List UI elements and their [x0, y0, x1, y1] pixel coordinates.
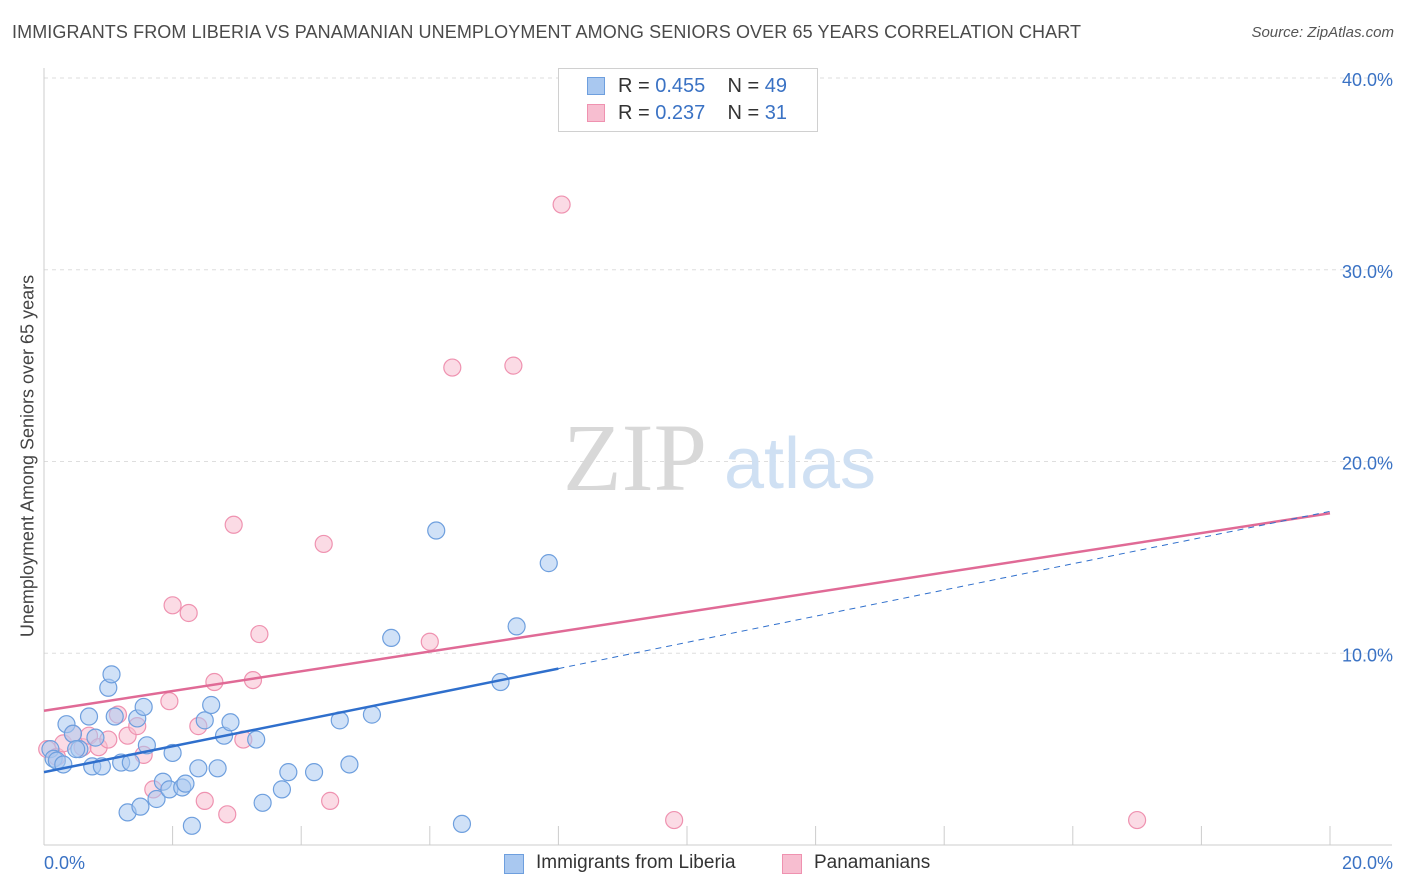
data-point-panamanians [250, 624, 269, 644]
data-point-liberia [208, 759, 227, 778]
data-point-liberia [247, 730, 266, 749]
data-point-panamanians [163, 596, 182, 615]
grid-lines [44, 77, 1392, 654]
data-point-liberia [202, 695, 221, 715]
data-point-liberia [79, 707, 99, 726]
correlation-legend: R = 0.455 N = 49 R = 0.237 N = 31 [558, 68, 818, 132]
legend-r-label: R = [618, 102, 650, 124]
trend-line-panamanians [43, 512, 1331, 713]
x-tick-label-min: 0.0% [44, 853, 85, 873]
data-point-liberia [105, 707, 124, 726]
data-point-liberia [362, 705, 382, 724]
data-point-panamanians [321, 791, 340, 810]
legend-n-value: 49 [764, 75, 788, 97]
source-label: Source: ZipAtlas.com [1251, 24, 1394, 41]
y-axis-label: Unemployment Among Seniors over 65 years [17, 274, 38, 638]
data-point-liberia [182, 816, 201, 835]
y-tick-label: 40.0% [1342, 70, 1393, 90]
legend-r-value: 0.455 [655, 75, 706, 97]
data-point-liberia [63, 724, 83, 743]
data-point-liberia [507, 617, 526, 636]
data-point-panamanians [205, 672, 224, 692]
data-point-liberia [452, 814, 472, 834]
legend-swatch-blue [587, 77, 605, 95]
data-point-liberia [176, 774, 195, 793]
data-point-liberia [304, 763, 324, 782]
data-point-panamanians [314, 534, 333, 554]
data-point-liberia [539, 554, 558, 573]
legend-n-value: 31 [764, 102, 788, 124]
tick-labels: 10.0% 20.0% 30.0% 40.0% 0.0% 20.0% [44, 70, 1393, 873]
data-point-panamanians [179, 603, 198, 623]
data-point-panamanians [420, 632, 439, 651]
data-point-liberia [221, 713, 240, 732]
data-point-panamanians [160, 692, 179, 711]
legend-swatch-pink [587, 104, 605, 122]
trend-lines [43, 510, 1331, 774]
series-panamanians-points [38, 195, 1147, 830]
series-liberia-points [41, 521, 558, 835]
legend-swatch-blue [504, 854, 524, 874]
data-point-liberia [340, 755, 359, 774]
data-point-liberia [86, 728, 105, 747]
data-point-panamanians [224, 515, 243, 534]
data-point-panamanians [665, 810, 684, 830]
legend-label: Panamanians [814, 852, 931, 873]
legend-label: Immigrants from Liberia [536, 852, 736, 873]
trend-line-liberia-extension [558, 510, 1331, 670]
data-point-panamanians [443, 358, 462, 377]
data-point-liberia [102, 665, 121, 684]
data-point-liberia [279, 763, 298, 782]
legend-r-label: R = [618, 75, 650, 97]
data-point-panamanians [1127, 810, 1147, 830]
watermark-atlas: atlas [724, 424, 876, 504]
data-point-liberia [131, 797, 150, 816]
x-tick-label-max: 20.0% [1342, 853, 1393, 873]
data-point-panamanians [504, 356, 523, 375]
legend-r-value: 0.237 [655, 102, 706, 124]
watermark-zip: ZIP [563, 404, 707, 511]
data-point-liberia [382, 628, 401, 648]
data-point-liberia [67, 740, 86, 759]
data-point-liberia [195, 711, 214, 730]
watermark: ZIP atlas [563, 404, 876, 511]
data-point-liberia [163, 743, 182, 763]
data-point-panamanians [218, 805, 237, 824]
legend-n-label: N = [727, 102, 760, 124]
legend-swatch-pink [782, 854, 802, 874]
axes [43, 68, 1392, 846]
legend-n-label: N = [727, 75, 760, 97]
data-point-panamanians [552, 195, 571, 214]
data-point-liberia [147, 789, 166, 809]
data-point-liberia [253, 793, 272, 812]
trend-line-liberia [43, 667, 559, 774]
data-point-liberia [134, 697, 153, 717]
y-tick-label: 30.0% [1342, 262, 1393, 282]
data-point-liberia [272, 780, 292, 799]
y-tick-label: 20.0% [1342, 454, 1393, 474]
data-point-panamanians [195, 791, 214, 810]
chart-title: IMMIGRANTS FROM LIBERIA VS PANAMANIAN UN… [12, 22, 1082, 42]
data-point-liberia [189, 759, 208, 778]
data-point-liberia [427, 521, 446, 540]
y-tick-label: 10.0% [1342, 645, 1393, 665]
